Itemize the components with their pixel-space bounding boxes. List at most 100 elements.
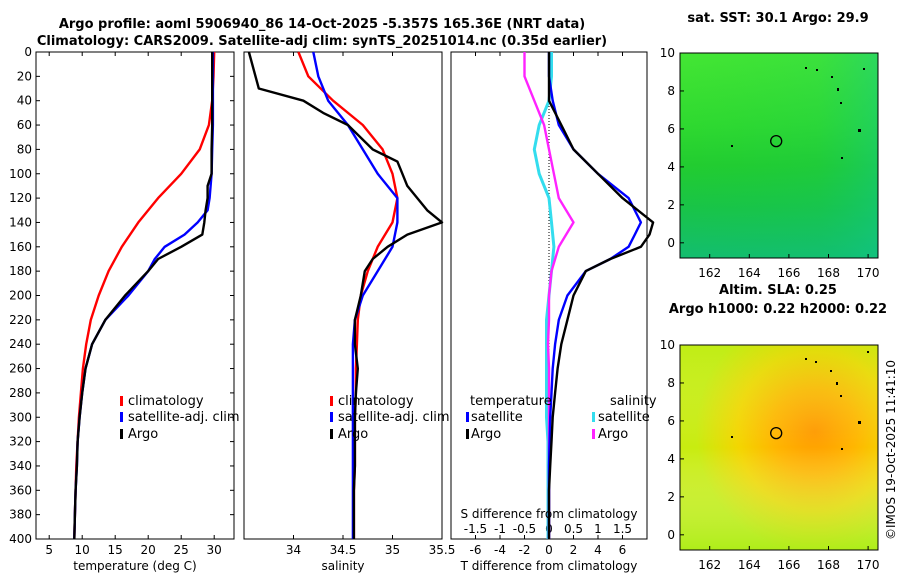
salinity-argo-line: [247, 51, 444, 539]
legend-s-argo-label: Argo: [598, 427, 628, 442]
sla-map-subtitle: Argo h1000: 0.22 h2000: 0.22: [669, 302, 887, 317]
x-tick-label: 2: [570, 543, 578, 557]
island-mark: [840, 395, 842, 397]
x-tick-label: 10: [75, 543, 90, 557]
s-tick-label: -1.5: [464, 522, 487, 536]
sst-map-panel: sat. SST: 30.1 Argo: 29.9 162 164 166 168 17…: [660, 11, 880, 280]
legend-t-satellite-label: satellite: [471, 410, 523, 425]
salinity-panel: 34 34.5 35 35.5 salinity climatology satell…: [243, 51, 456, 573]
x-tick-label: 170: [857, 558, 880, 572]
x-tick-label: 168: [817, 558, 840, 572]
temperature-xlabel: temperature (deg C): [73, 559, 196, 573]
y-tick-label: 6: [667, 414, 675, 428]
legend-s-satellite-label: satellite: [598, 410, 650, 425]
x-tick-label: 162: [698, 558, 721, 572]
x-tick-label: 34: [286, 543, 301, 557]
island-mark: [858, 129, 861, 132]
y-tick-label: 10: [660, 46, 675, 60]
island-mark: [867, 351, 869, 353]
sla-axes: [679, 344, 879, 551]
sla-map-panel: Altim. SLA: 0.25 Argo h1000: 0.22 h2000:…: [660, 283, 887, 572]
temperature-argo-line: [73, 52, 214, 540]
x-tick-label: 34.5: [330, 543, 357, 557]
y-tick-label: 4: [667, 160, 675, 174]
s-tick-label: 1.5: [613, 522, 632, 536]
legend-argo-swatch: [330, 429, 333, 439]
x-tick-label: 162: [698, 266, 721, 280]
y-tick-label: 320: [9, 435, 32, 449]
y-tick-label: 340: [9, 459, 32, 473]
island-mark: [836, 382, 838, 385]
y-tick-label: 0: [667, 236, 675, 250]
x-tick-label: 164: [738, 558, 761, 572]
argo-location-marker: [770, 426, 783, 440]
y-tick-label: 140: [9, 215, 32, 229]
island-mark: [840, 102, 842, 104]
x-tick-label: 5: [45, 543, 53, 557]
x-tick-label: 0: [545, 543, 553, 557]
legend-s-satellite-swatch: [592, 412, 595, 422]
island-mark: [731, 436, 733, 438]
legend-argo-label: Argo: [338, 427, 368, 442]
x-tick-label: 35: [385, 543, 400, 557]
legend-climatology-label: climatology: [128, 394, 204, 409]
sla-map-title: Altim. SLA: 0.25: [719, 283, 837, 298]
island-mark: [837, 88, 839, 91]
y-tick-label: 160: [9, 240, 32, 254]
y-tick-label: 220: [9, 313, 32, 327]
y-tick-label: 20: [17, 69, 32, 83]
island-mark: [805, 67, 807, 69]
s-tick-label: -0.5: [513, 522, 536, 536]
island-mark: [830, 370, 832, 372]
y-tick-label: 280: [9, 386, 32, 400]
legend-satellite-label: satellite-adj. clim: [128, 410, 240, 425]
legend-climatology-swatch: [330, 396, 333, 406]
y-tick-label: 8: [667, 376, 675, 390]
salinity-axes: [243, 51, 443, 540]
y-tick-label: 360: [9, 483, 32, 497]
argo-location-marker: [770, 134, 783, 148]
island-mark: [805, 358, 807, 360]
y-tick-label: 4: [667, 452, 675, 466]
legend-argo-swatch: [120, 429, 123, 439]
sla-ticks: 162 164 166 168 170 10 8 6 4 2 0: [660, 338, 880, 572]
x-tick-label: 164: [738, 266, 761, 280]
y-tick-label: 300: [9, 410, 32, 424]
island-mark: [858, 421, 861, 424]
y-tick-label: 2: [667, 490, 675, 504]
temperature-lines: [73, 51, 216, 540]
island-mark: [731, 145, 733, 147]
y-tick-label: 0: [667, 528, 675, 542]
y-tick-label: 200: [9, 289, 32, 303]
s-difference-xlabel: S difference from climatology: [461, 507, 638, 521]
y-tick-label: 120: [9, 191, 32, 205]
x-tick-label: 20: [141, 543, 156, 557]
legend-satellite-swatch: [330, 412, 333, 422]
legend-t-argo-swatch: [466, 429, 469, 439]
x-tick-label: 30: [207, 543, 222, 557]
x-tick-label: 170: [857, 266, 880, 280]
legend-climatology-label: climatology: [338, 394, 414, 409]
salinity-legend: climatology satellite-adj. clim Argo: [330, 394, 450, 442]
sst-heatmap-overlay: [680, 53, 878, 258]
s-tick-label: 0.5: [564, 522, 583, 536]
x-tick-label: 4: [594, 543, 602, 557]
s-tick-label: -1: [494, 522, 506, 536]
y-tick-label: 100: [9, 167, 32, 181]
x-tick-label: 15: [108, 543, 123, 557]
y-tick-label: 2: [667, 198, 675, 212]
temperature-legend: climatology satellite-adj. clim Argo: [120, 394, 240, 442]
y-tick-label: 380: [9, 508, 32, 522]
sst-axes: [679, 52, 879, 259]
x-tick-label: 35.5: [429, 543, 456, 557]
legend-satellite-label: satellite-adj. clim: [338, 410, 450, 425]
y-tick-label: 10: [660, 338, 675, 352]
salinity-lines: [247, 51, 444, 539]
temperature-panel: 0 20 40 60 80 100 120 140 160 180 200 220 240 260 280 3…: [9, 45, 240, 573]
legend-satellite-swatch: [120, 412, 123, 422]
legend-salinity-title: salinity: [610, 394, 657, 409]
y-tick-label: 6: [667, 122, 675, 136]
y-tick-label: 0: [24, 45, 32, 59]
